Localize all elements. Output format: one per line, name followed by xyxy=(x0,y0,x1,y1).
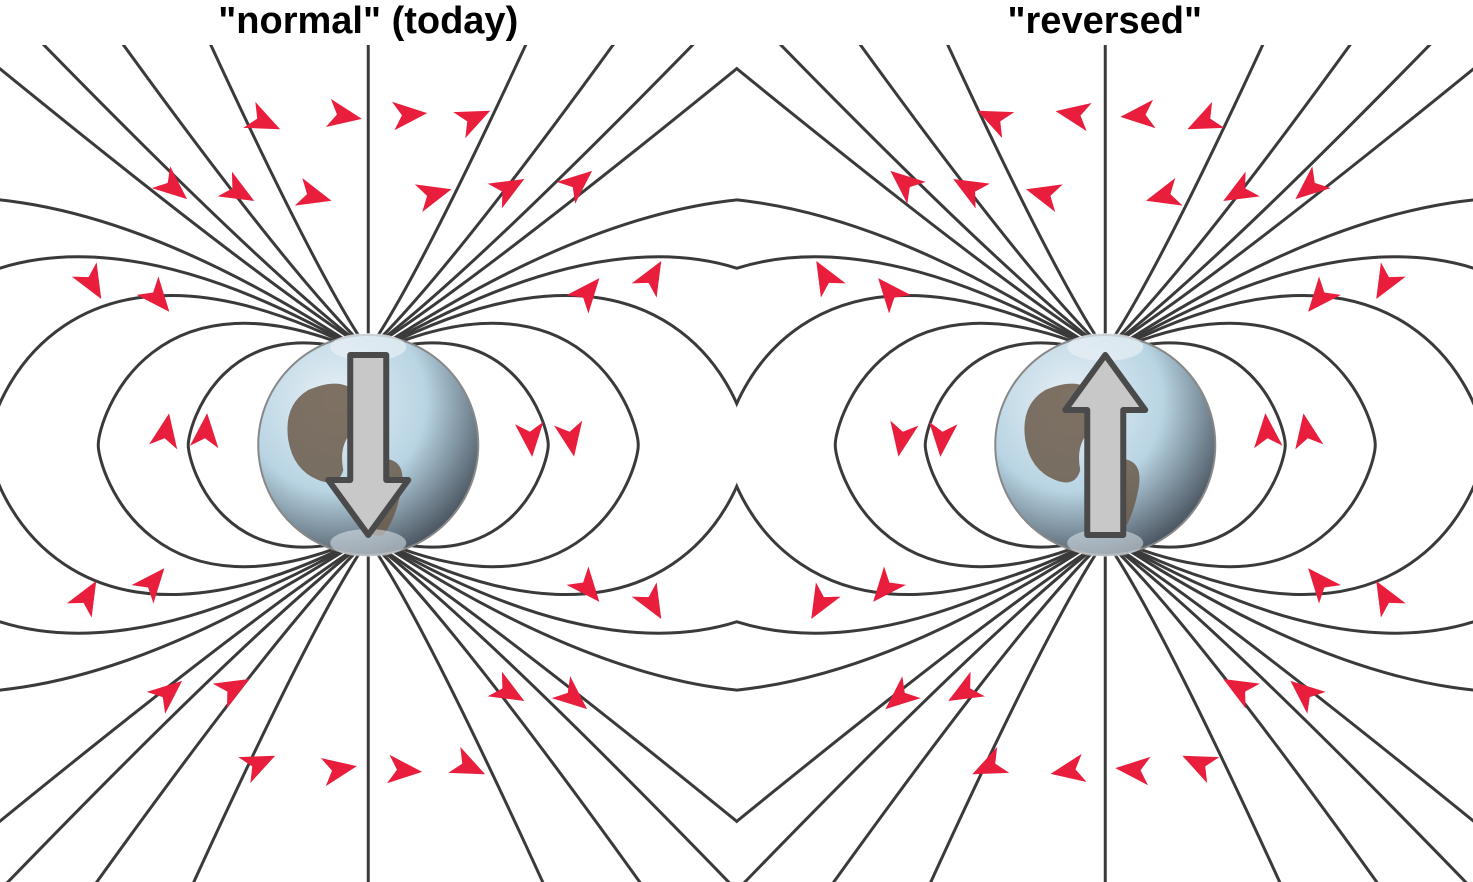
field-arrow-icon xyxy=(321,752,360,786)
field-arrow-icon xyxy=(1286,166,1331,210)
field-arrow-icon xyxy=(218,172,262,214)
field-arrow-icon xyxy=(515,422,546,458)
field-arrow-icon xyxy=(1119,100,1155,131)
reversed-panel: "reversed" xyxy=(737,0,1473,882)
normal-field-svg xyxy=(0,45,737,882)
field-arrow-icon xyxy=(1281,670,1326,714)
field-arrow-icon xyxy=(1176,743,1219,783)
field-arrow-icon xyxy=(1363,574,1405,618)
field-arrow-icon xyxy=(567,269,611,314)
field-arrow-icon xyxy=(1181,102,1224,142)
field-arrow-icon xyxy=(1363,262,1405,306)
field-arrow-icon xyxy=(567,567,611,612)
field-arrow-icon xyxy=(966,747,1009,787)
field-arrow-icon xyxy=(1053,97,1092,131)
field-arrow-icon xyxy=(867,269,911,314)
field-arrow-icon xyxy=(632,254,674,298)
field-arrow-icon xyxy=(798,582,840,626)
field-arrow-icon xyxy=(295,178,335,214)
field-arrow-icon xyxy=(72,262,114,306)
field-arrow-icon xyxy=(238,743,281,783)
field-arrow-icon xyxy=(1114,754,1150,785)
field-arrow-icon xyxy=(1022,175,1062,211)
field-arrow-icon xyxy=(448,747,491,787)
field-arrow-icon xyxy=(243,102,286,142)
field-arrow-icon xyxy=(946,167,990,209)
field-arrow-icon xyxy=(1216,172,1260,214)
field-arrow-icon xyxy=(1142,178,1182,214)
field-arrow-icon xyxy=(803,254,845,298)
field-arrow-icon xyxy=(326,99,365,133)
field-arrow-icon xyxy=(147,670,192,714)
field-arrow-icon xyxy=(387,755,423,786)
field-arrow-icon xyxy=(552,676,597,720)
field-arrow-icon xyxy=(213,667,257,709)
field-arrow-icon xyxy=(132,559,176,604)
field-arrow-icon xyxy=(554,421,588,460)
field-arrow-icon xyxy=(137,277,181,322)
field-arrow-icon xyxy=(152,166,197,210)
field-arrow-icon xyxy=(884,421,918,460)
field-arrow-icon xyxy=(926,422,957,458)
field-arrow-icon xyxy=(453,98,496,138)
field-arrow-icon xyxy=(1297,559,1341,604)
field-arrow-icon xyxy=(1048,754,1087,788)
normal-panel: "normal" (today) xyxy=(0,0,737,882)
reversed-field-svg xyxy=(737,45,1473,882)
field-arrow-icon xyxy=(862,567,906,612)
field-arrow-icon xyxy=(632,582,674,626)
reversed-title: "reversed" xyxy=(1008,0,1203,43)
field-arrow-icon xyxy=(971,98,1014,138)
field-arrow-icon xyxy=(67,574,109,618)
field-arrow-icon xyxy=(392,99,428,130)
field-arrow-icon xyxy=(1289,411,1323,450)
normal-title: "normal" (today) xyxy=(218,0,518,43)
field-arrow-icon xyxy=(149,411,183,450)
